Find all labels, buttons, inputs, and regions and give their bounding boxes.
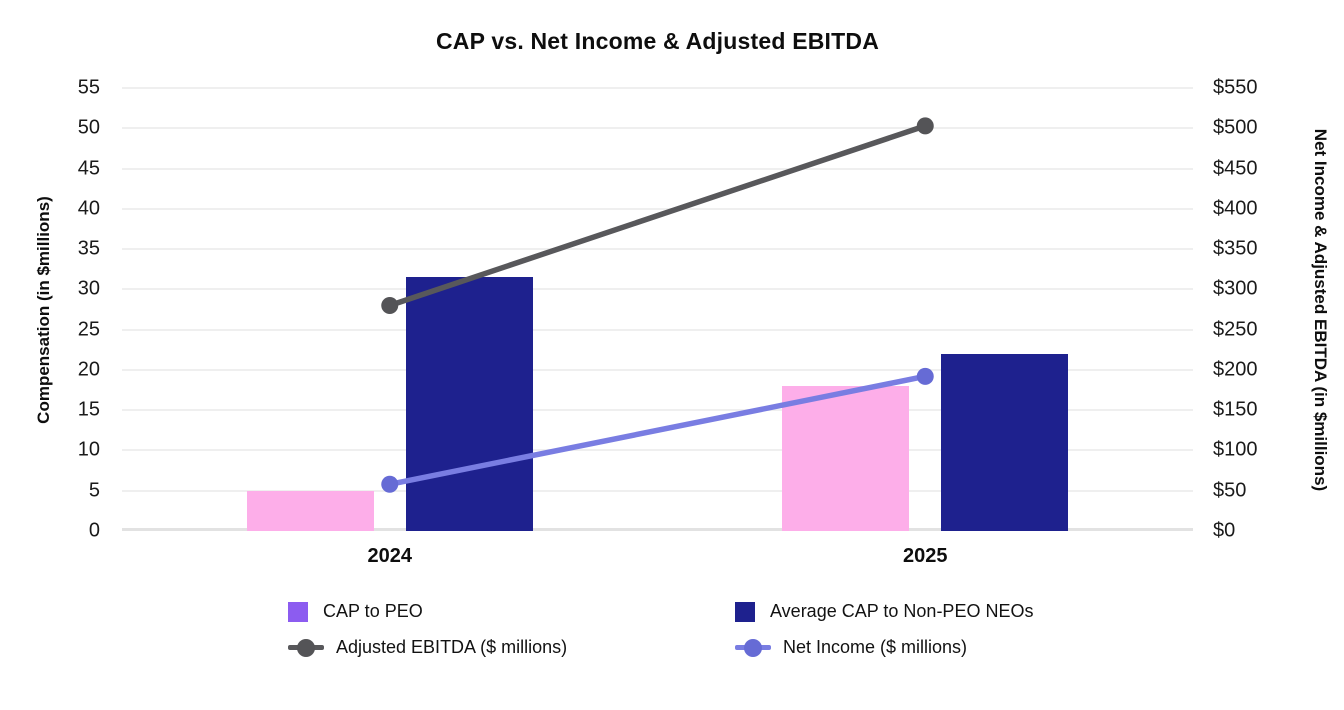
net-income-line-marker-icon [735, 638, 771, 657]
right-axis-tick-label: $450 [1213, 157, 1258, 180]
left-axis-tick-label: 50 [77, 116, 100, 139]
x-axis-labels: 2024 2025 [122, 545, 1193, 575]
right-axis-tick-label: $550 [1213, 76, 1258, 99]
left-axis-tick-label: 0 [88, 519, 100, 542]
gridline [122, 328, 1193, 331]
gridline [122, 449, 1193, 452]
right-axis-tick-label: $250 [1213, 318, 1258, 341]
right-axis-tick-label: $500 [1213, 116, 1258, 139]
legend-item-net-income: Net Income ($ millions) [735, 637, 1033, 658]
left-axis-tick-label: 15 [77, 398, 100, 421]
bar-cap-to-peo-2025 [782, 386, 909, 531]
left-axis-tick-label: 45 [77, 157, 100, 180]
marker-adjusted-ebitda-millions--2025 [916, 117, 934, 135]
left-axis-tick-label: 10 [77, 438, 100, 461]
right-axis-tick-label: $0 [1213, 519, 1236, 542]
bar-cap-to-peo-2024 [247, 490, 374, 531]
right-axis-tick-label: $400 [1213, 197, 1258, 220]
left-axis-tick-label: 55 [77, 76, 100, 99]
left-axis-tick-label: 20 [77, 358, 100, 381]
line-net-income-millions- [387, 373, 928, 488]
left-axis-tick-label: 35 [77, 237, 100, 260]
legend-item-average-cap-non-peo-neos: Average CAP to Non-PEO NEOs [735, 601, 1033, 622]
gridline [122, 409, 1193, 412]
left-axis-tick-label: 30 [77, 277, 100, 300]
right-axis-tick-label: $300 [1213, 277, 1258, 300]
gridline [122, 368, 1193, 371]
right-axis-tick-label: $50 [1213, 479, 1247, 502]
plot-area [122, 87, 1193, 531]
x-axis-line [122, 528, 1193, 531]
adjusted-ebitda-line-marker-icon [288, 638, 324, 657]
marker-net-income-millions--2024 [381, 475, 399, 493]
gridline [122, 167, 1193, 170]
legend-item-adjusted-ebitda: Adjusted EBITDA ($ millions) [288, 637, 735, 658]
gridline [122, 288, 1193, 291]
bar-average-cap-to-non-peo-neos-2025 [941, 353, 1068, 531]
gridline [122, 127, 1193, 130]
x-axis-label-2025: 2025 [903, 545, 948, 567]
left-axis-tick-label: 25 [77, 318, 100, 341]
legend-item-cap-to-peo: CAP to PEO [288, 601, 735, 622]
gridline [122, 489, 1193, 492]
average-cap-swatch-icon [735, 601, 755, 622]
x-axis-label-2024: 2024 [367, 545, 413, 567]
chart-title: CAP vs. Net Income & Adjusted EBITDA [436, 28, 879, 54]
left-axis-tick-label: 5 [88, 479, 100, 502]
marker-adjusted-ebitda-millions--2024 [381, 296, 399, 314]
chart-legend: CAP to PEO Average CAP to Non-PEO NEOs A… [288, 601, 1033, 658]
right-axis-tick-label: $150 [1213, 398, 1258, 421]
legend-label: CAP to PEO [323, 601, 423, 621]
gridline [122, 207, 1193, 210]
legend-label: Net Income ($ millions) [783, 637, 968, 657]
line-adjusted-ebitda-millions- [387, 123, 928, 309]
cap-to-peo-swatch-icon [288, 601, 308, 622]
legend-label: Adjusted EBITDA ($ millions) [336, 637, 568, 657]
right-axis-tick-label: $200 [1213, 358, 1258, 381]
left-axis-ticks: 0 5 10 15 20 25 30 35 40 45 50 55 [0, 77, 100, 542]
right-axis-tick-label: $350 [1213, 237, 1258, 260]
right-axis-tick-label: $100 [1213, 438, 1258, 461]
gridline [122, 87, 1193, 89]
bar-average-cap-to-non-peo-neos-2024 [406, 277, 533, 531]
right-axis-ticks: $0 $50 $100 $150 $200 $250 $300 $350 $400 $450 $50… [1213, 77, 1333, 542]
legend-label: Average CAP to Non-PEO NEOs [770, 601, 1034, 621]
line-series-layer [381, 117, 934, 493]
marker-net-income-millions--2025 [916, 367, 934, 385]
left-axis-tick-label: 40 [77, 197, 100, 220]
gridline [122, 248, 1193, 251]
